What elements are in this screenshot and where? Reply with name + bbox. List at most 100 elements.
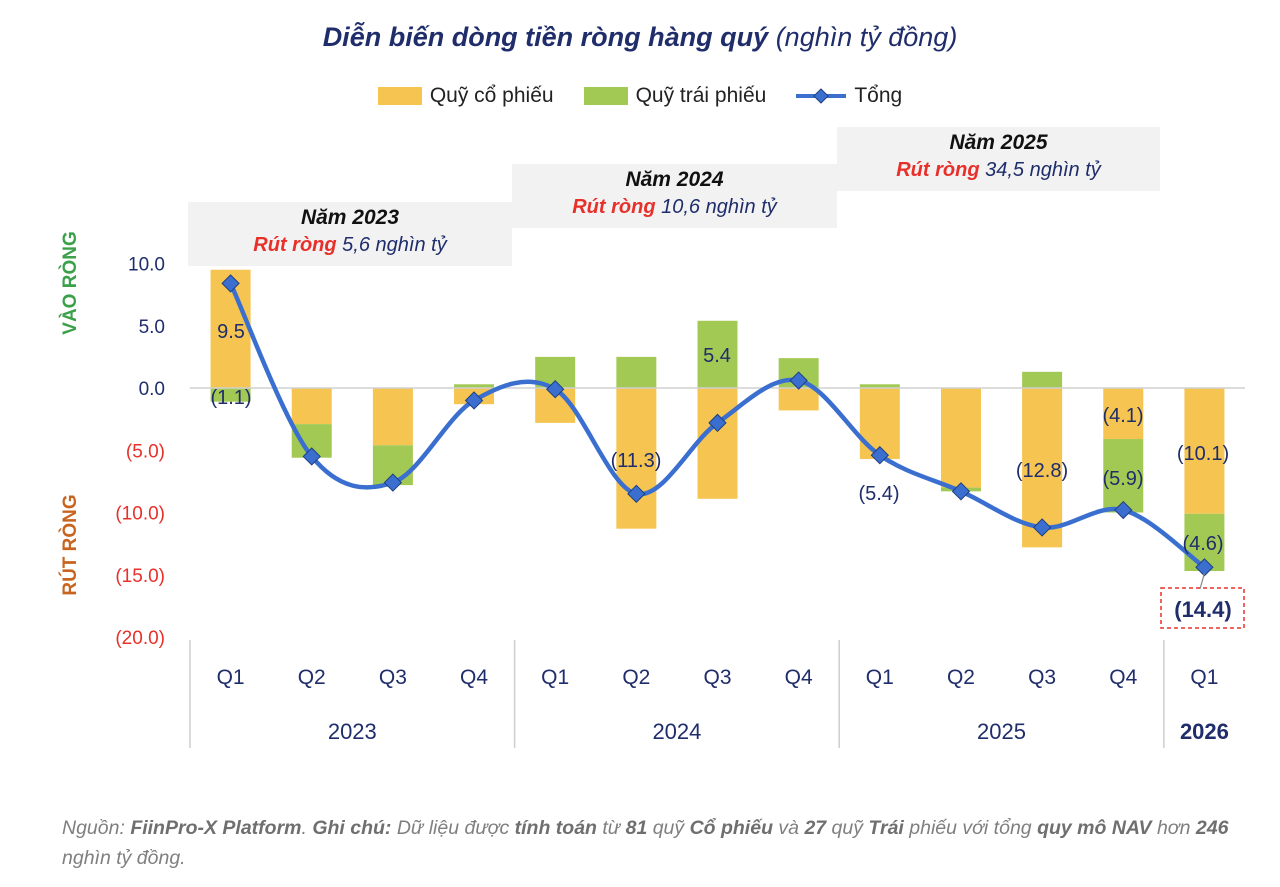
x-tick-label: Q1 (541, 666, 569, 689)
footer-segment: tính toán (514, 817, 597, 839)
total-marker (627, 484, 646, 504)
x-tick-label: Q1 (1190, 666, 1218, 689)
bar-bond (1022, 371, 1063, 388)
total-marker (464, 391, 484, 410)
total-marker (545, 380, 565, 399)
footer-segment: hơn (1151, 817, 1196, 839)
x-group-label: 2023 (328, 719, 377, 744)
data-label: (4.6) (1182, 533, 1223, 555)
total-marker (221, 274, 240, 293)
footer-segment: 246 (1195, 817, 1229, 839)
legend: Quỹ cổ phiếu Quỹ trái phiếu Tổng (0, 84, 1280, 108)
annotation-2023: Năm 2023 Rút ròng 5,6 nghìn tỷ (188, 202, 512, 266)
legend-item-stock: Quỹ cổ phiếu (377, 84, 554, 108)
legend-swatch-bond (583, 87, 628, 105)
x-tick-label: Q3 (703, 666, 731, 689)
x-tick-label: Q2 (298, 666, 326, 689)
footer-segment: quỹ (647, 817, 690, 839)
data-label: (5.4) (858, 483, 899, 505)
annotation-2024: Năm 2024 Rút ròng 10,6 nghìn tỷ (512, 164, 837, 228)
bar-stock (1103, 388, 1144, 440)
annotation-2025: Năm 2025 Rút ròng 34,5 nghìn tỷ (837, 127, 1160, 191)
footer-segment: quy mô NAV (1037, 817, 1152, 839)
legend-label: Tổng (854, 84, 903, 107)
annotation-value: 10,6 nghìn tỷ (661, 196, 777, 218)
chart-title-unit: (nghìn tỷ đồng) (775, 22, 958, 52)
x-tick-label: Q4 (1109, 666, 1137, 689)
legend-label: Quỹ cổ phiếu (429, 84, 554, 107)
annotation-prefix: Rút ròng (896, 159, 980, 181)
bar-bond (454, 384, 495, 388)
bar-bond (1103, 439, 1144, 513)
data-label: (4.1) (1102, 405, 1143, 427)
chart-svg: 10.0 5.0 0.0 (5.0) (10.0) (15.0) (20.0) VÀO RÒN… (59, 231, 1245, 748)
total-marker (870, 446, 890, 465)
legend-swatch-stock (377, 87, 422, 105)
bar-stock (697, 388, 738, 499)
x-tick-label: Q3 (379, 666, 407, 689)
data-label: (11.3) (611, 450, 662, 472)
x-group-label: 2025 (977, 719, 1026, 744)
annotation-prefix: Rút ròng (572, 196, 656, 218)
annotation-year: Năm 2025 (949, 131, 1048, 154)
bar-stock (940, 388, 981, 488)
data-label: (1.1) (210, 387, 251, 409)
annotation-year: Năm 2023 (300, 206, 400, 229)
footer-segment: Nguồn: (62, 817, 131, 839)
footer-segment: Dữ liệu được (391, 817, 515, 839)
side-label-outflow: RÚT RÒNG (59, 494, 81, 595)
bar-bond (616, 356, 657, 388)
footer-segment: FiinPro-X Platform (130, 817, 302, 839)
annotation-value: 34,5 nghìn tỷ (985, 159, 1101, 181)
footer-segment: 27 (804, 817, 827, 839)
total-marker (302, 447, 321, 466)
data-label: 5.4 (703, 345, 731, 367)
x-group-label: 2024 (652, 719, 701, 744)
annotation-year: Năm 2024 (625, 168, 724, 191)
y-tick-label: (20.0) (115, 628, 165, 649)
y-tick-label: 5.0 (139, 317, 165, 338)
bar-bond (210, 388, 251, 402)
side-label-inflow: VÀO RÒNG (59, 231, 81, 334)
data-label: 9.5 (217, 321, 245, 343)
footer-segment: và (773, 817, 805, 839)
bar-stock (291, 388, 332, 425)
footer-segment: từ (596, 817, 626, 839)
legend-item-total: Tổng (796, 84, 902, 108)
footer-segment: Ghi chú: (312, 817, 392, 839)
bar-stock (1184, 388, 1225, 514)
total-marker (1114, 500, 1133, 520)
x-tick-label: Q4 (785, 666, 813, 689)
x-tick-label: Q2 (947, 666, 975, 689)
total-marker (789, 371, 808, 390)
highlight-box (1160, 587, 1245, 629)
total-marker (708, 413, 727, 433)
legend-label: Quỹ trái phiếu (635, 84, 767, 107)
data-label: (14.4) (1174, 597, 1231, 622)
x-tick-label: Q1 (866, 666, 894, 689)
footer-segment: 81 (625, 817, 648, 839)
label-leader-line (1199, 573, 1206, 590)
bar-bond (859, 384, 900, 388)
bar-stock (616, 388, 657, 529)
footer-segment: nghìn tỷ đồng. (62, 847, 186, 869)
chart-title-main: Diễn biến dòng tiền ròng hàng quý (322, 22, 769, 52)
footer-segment: . (301, 817, 313, 839)
y-tick-label: 0.0 (139, 379, 165, 400)
legend-item-bond: Quỹ trái phiếu (583, 84, 767, 108)
bar-stock (778, 388, 819, 411)
footer-segment: quỹ (826, 817, 869, 839)
x-tick-label: Q2 (622, 666, 650, 689)
total-marker (383, 473, 403, 492)
x-tick-label: Q3 (1028, 666, 1056, 689)
footer-segment: phiếu với tổng (903, 817, 1038, 839)
footer-segment: Trái (868, 817, 904, 839)
annotation-value: 5,6 nghìn tỷ (342, 234, 447, 256)
x-group-label: 2026 (1180, 719, 1229, 744)
data-label: (10.1) (1177, 443, 1229, 465)
y-tick-label: (15.0) (115, 566, 165, 587)
legend-line-marker (796, 88, 847, 104)
total-marker (1195, 558, 1214, 577)
data-label: (5.9) (1102, 468, 1143, 490)
total-marker (1032, 518, 1052, 537)
